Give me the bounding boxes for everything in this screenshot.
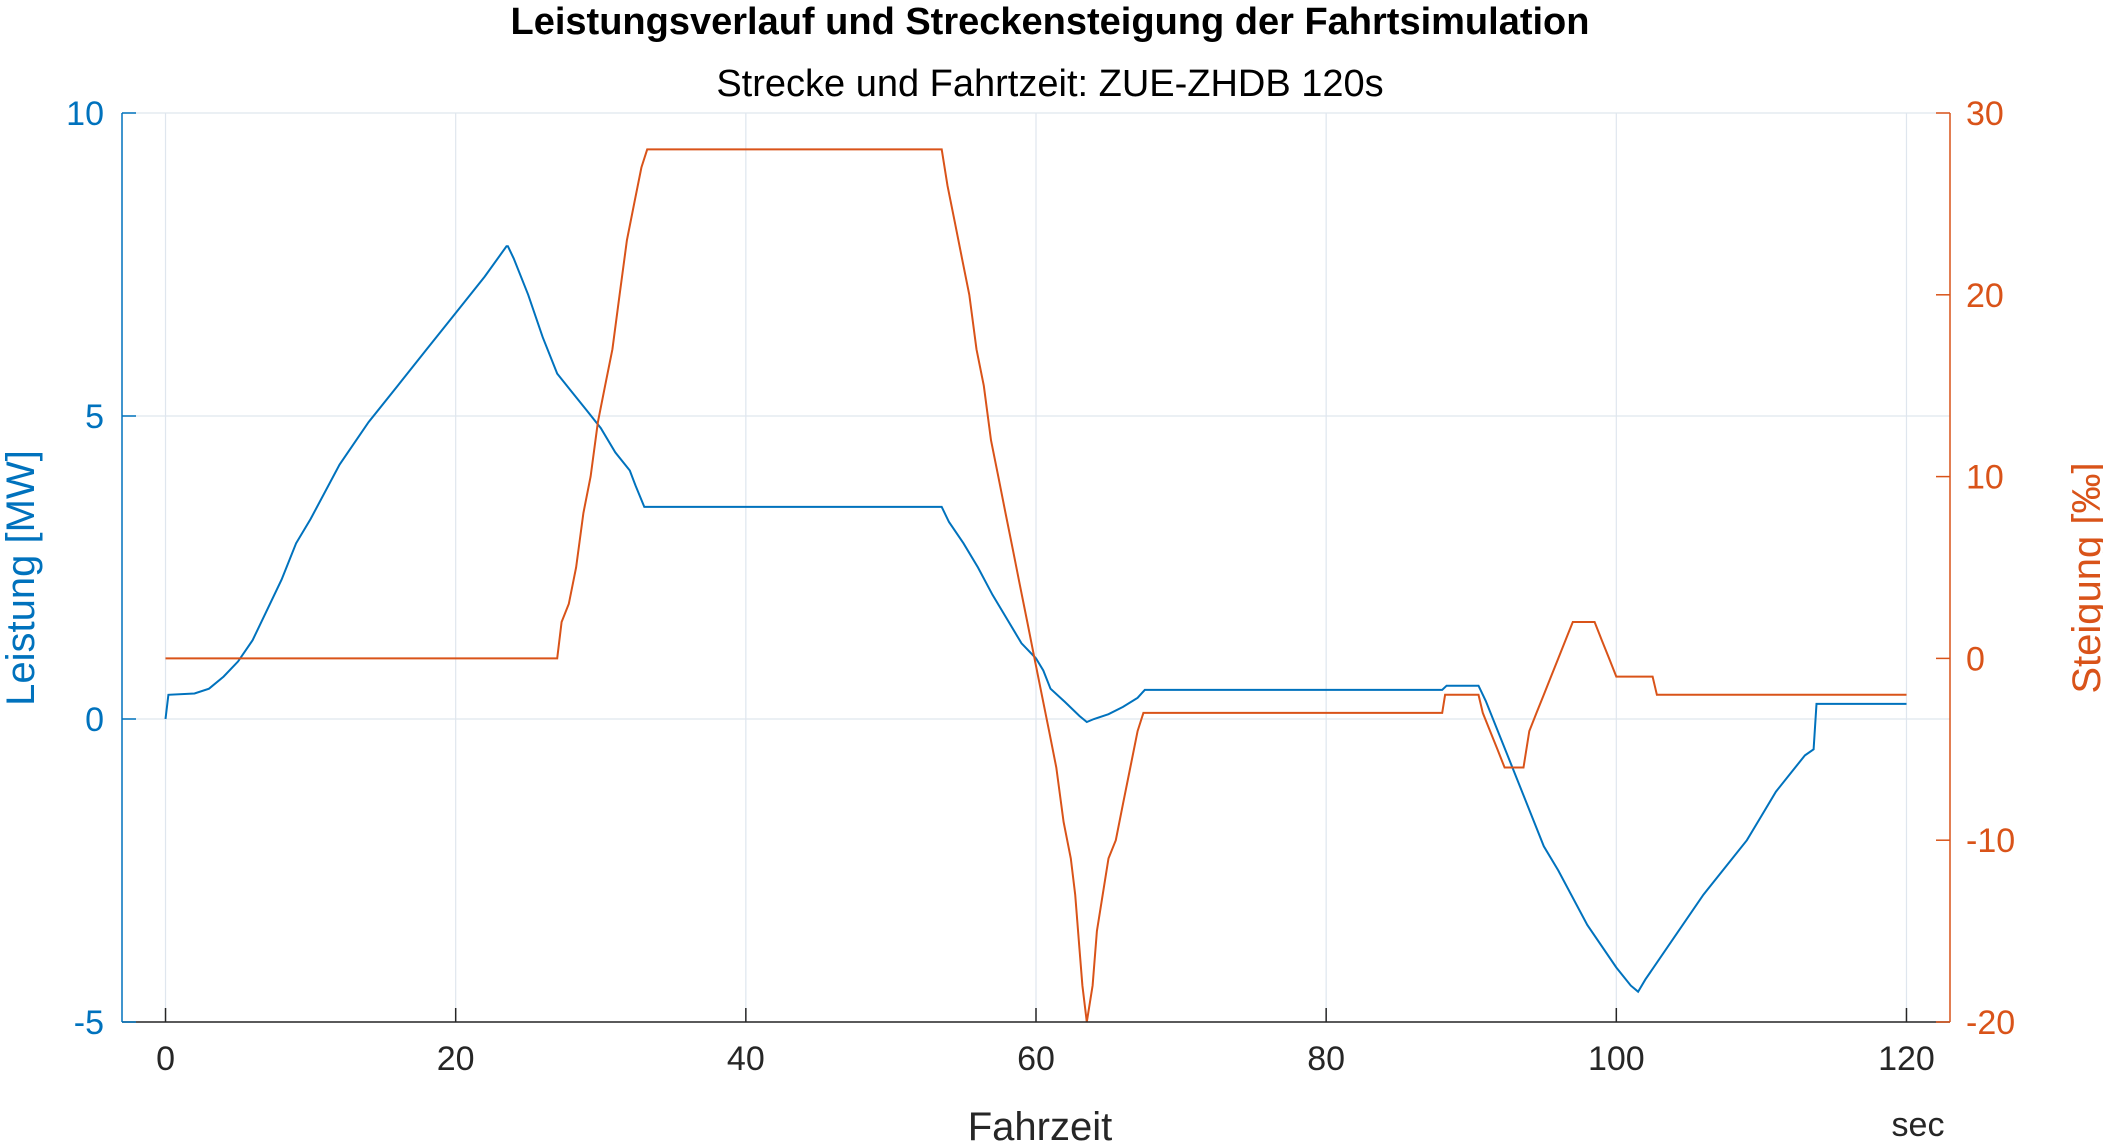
- series-line-left: [164, 245, 1907, 994]
- x-tick-label: 60: [1017, 1040, 1055, 1078]
- x-axis-label: Fahrzeit: [968, 1105, 1113, 1146]
- y-axis-left-label: Leistung [MW]: [0, 450, 43, 706]
- y-tick-right-label: 0: [1966, 640, 1985, 678]
- x-tick-label: 120: [1878, 1040, 1935, 1078]
- x-tick-label: 0: [156, 1040, 175, 1078]
- y-tick-left-label: 0: [85, 701, 104, 739]
- y-tick-right-label: -20: [1966, 1004, 2015, 1042]
- chart-title: Leistungsverlauf und Streckensteigung de…: [511, 1, 1590, 43]
- y-tick-right-label: 10: [1966, 459, 2004, 497]
- grid: [122, 112, 1950, 1023]
- y-tick-right-label: 30: [1966, 95, 2004, 133]
- x-axis-unit: sec: [1892, 1106, 1945, 1144]
- x-tick-label: 100: [1588, 1040, 1645, 1078]
- y-tick-left-label: -5: [74, 1004, 104, 1042]
- x-tick-label: 20: [437, 1040, 475, 1078]
- x-tick-label: 40: [727, 1040, 765, 1078]
- ticks: 0 20 40 60 80 100 120 -5 0 5 10 -20 -10 0 10 20 30: [66, 95, 2015, 1078]
- y-tick-left-label: 5: [85, 398, 104, 436]
- y-tick-right-label: 20: [1966, 277, 2004, 315]
- y-tick-left-label: 10: [66, 95, 104, 133]
- y-axis-right-label: Steigung [‰]: [2065, 462, 2103, 693]
- series-layer: [164, 148, 1907, 1023]
- series-line-right: [165, 148, 1907, 1023]
- y-tick-right-label: -10: [1966, 822, 2015, 860]
- x-tick-label: 80: [1307, 1040, 1345, 1078]
- chart-subtitle: Strecke und Fahrtzeit: ZUE-ZHDB 120s: [716, 63, 1383, 105]
